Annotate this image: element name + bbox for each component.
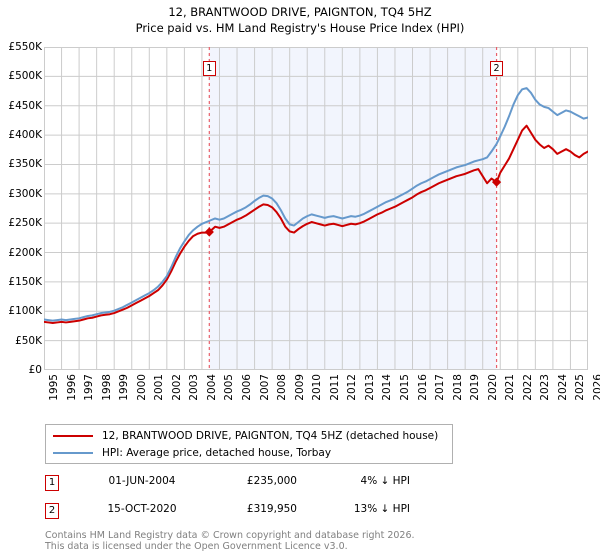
x-axis-tick-label: 2004 <box>205 374 218 401</box>
y-axis-tick-label: £500K <box>8 70 42 83</box>
y-axis-labels: £0 £50K £100K £150K £200K £250K £300K £350K £400… <box>0 0 42 420</box>
y-axis-tick-label: £200K <box>8 246 42 259</box>
x-axis-tick-label: 2017 <box>434 374 447 401</box>
x-axis-tick-label: 1995 <box>48 374 60 401</box>
price-history-line-chart <box>44 47 588 370</box>
x-axis-tick-label: 1998 <box>100 374 113 401</box>
chart-plot-area <box>44 47 588 370</box>
x-axis-tick-label: 2019 <box>469 374 482 401</box>
transaction-list: 1 01-JUN-2004 £235,000 4% ↓ HPI 2 15-OCT-2020… <box>45 472 475 528</box>
x-axis-tick-label: 2020 <box>486 374 499 401</box>
x-axis-tick-label: 2013 <box>363 374 376 401</box>
price-paid-series-line <box>44 87 588 322</box>
transaction-hpi-delta: 4% ↓ HPI <box>360 475 410 487</box>
transaction-hpi-delta: 13% ↓ HPI <box>353 503 410 515</box>
x-axis-tick-label: 2009 <box>293 374 306 401</box>
transaction-price: £319,950 <box>246 503 297 515</box>
page-title: 12, BRANTWOOD DRIVE, PAIGNTON, TQ4 5HZ P… <box>0 4 600 36</box>
title-line-1: 12, BRANTWOOD DRIVE, PAIGNTON, TQ4 5HZ <box>168 5 432 19</box>
x-axis-tick-label: 2000 <box>135 374 148 401</box>
footer-attribution: Contains HM Land Registry data © Crown c… <box>45 530 565 552</box>
x-axis-tick-label: 2008 <box>276 374 289 401</box>
chart-legend: 12, BRANTWOOD DRIVE, PAIGNTON, TQ4 5HZ (… <box>45 424 453 464</box>
x-axis-tick-label: 2014 <box>381 374 394 401</box>
x-axis-tick-label: 2005 <box>223 374 236 401</box>
transaction-badge: 2 <box>45 503 59 519</box>
x-axis-tick-label: 2007 <box>258 374 271 401</box>
y-axis-tick-label: £450K <box>8 99 42 112</box>
legend-item: 12, BRANTWOOD DRIVE, PAIGNTON, TQ4 5HZ (… <box>53 427 438 445</box>
x-axis-tick-label: 2021 <box>504 374 517 401</box>
y-axis-tick-label: £150K <box>8 275 42 288</box>
x-axis-tick-label: 1996 <box>65 374 78 401</box>
x-axis-tick-label: 2011 <box>328 374 341 401</box>
x-axis-tick-label: 2022 <box>521 374 534 401</box>
x-axis-tick-label: 2018 <box>451 374 464 401</box>
chart-marker-flag-1: 1 <box>202 61 216 76</box>
chart-marker-flag-2: 2 <box>490 61 504 76</box>
y-axis-tick-label: £350K <box>8 158 42 171</box>
y-axis-tick-label: £50K <box>15 334 42 347</box>
y-axis-tick-label: £250K <box>8 217 42 230</box>
transaction-price: £235,000 <box>246 475 297 487</box>
transaction-point-marker <box>491 177 502 187</box>
legend-item: HPI: Average price, detached house, Torb… <box>53 444 331 462</box>
x-axis-tick-label: 2010 <box>311 374 324 401</box>
x-axis-tick-label: 2025 <box>574 374 587 401</box>
legend-color-swatch <box>53 435 93 437</box>
x-axis-tick-label: 2002 <box>170 374 183 401</box>
x-axis-tick-label: 2016 <box>416 374 429 401</box>
legend-color-swatch <box>53 452 93 454</box>
transaction-row: 2 15-OCT-2020 £319,950 13% ↓ HPI <box>45 500 475 528</box>
y-axis-tick-label: £100K <box>8 305 42 318</box>
x-axis-tick-label: 2012 <box>346 374 359 401</box>
x-axis-tick-label: 2026 <box>592 374 600 401</box>
x-axis-tick-label: 1999 <box>118 374 131 401</box>
legend-label: 12, BRANTWOOD DRIVE, PAIGNTON, TQ4 5HZ (… <box>102 430 439 442</box>
y-axis-tick-label: £550K <box>8 41 42 53</box>
x-axis-tick-label: 2024 <box>556 374 569 401</box>
x-axis-tick-label: 2015 <box>398 374 411 401</box>
transaction-period-band <box>209 47 497 370</box>
x-axis-tick-label: 2003 <box>188 374 201 401</box>
x-axis-tick-label: 2001 <box>153 374 166 401</box>
x-axis-tick-label: 2023 <box>539 374 552 401</box>
title-line-2: Price paid vs. HM Land Registry's House … <box>135 21 465 35</box>
transaction-row: 1 01-JUN-2004 £235,000 4% ↓ HPI <box>45 472 475 500</box>
transaction-point-marker <box>204 227 214 237</box>
footer-line-1: Contains HM Land Registry data © Crown c… <box>45 530 415 541</box>
plot-border <box>44 47 588 370</box>
transaction-date: 15-OCT-2020 <box>107 503 177 515</box>
y-axis-tick-label: £0 <box>28 364 42 376</box>
transaction-date: 01-JUN-2004 <box>108 475 176 487</box>
legend-label: HPI: Average price, detached house, Torb… <box>102 447 332 459</box>
x-axis-tick-label: 2006 <box>241 374 254 401</box>
transaction-badge: 1 <box>45 475 59 491</box>
y-axis-tick-label: £400K <box>8 129 42 142</box>
y-axis-tick-label: £300K <box>8 187 42 200</box>
x-axis-labels: 1995 1996 1997 1998 1999 2000 2001 2002 2003 2004… <box>44 372 600 418</box>
footer-line-2: This data is licensed under the Open Gov… <box>45 541 348 552</box>
x-axis-tick-label: 1997 <box>83 374 96 401</box>
